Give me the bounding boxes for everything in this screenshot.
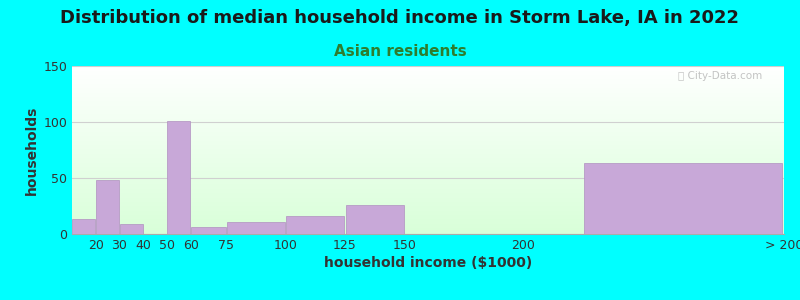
Bar <box>96 180 119 234</box>
Y-axis label: households: households <box>25 105 39 195</box>
Bar <box>346 205 404 234</box>
Bar <box>286 216 344 234</box>
Text: Ⓢ City-Data.com: Ⓢ City-Data.com <box>678 71 762 81</box>
Bar <box>227 222 285 234</box>
Bar <box>167 121 190 234</box>
Text: Asian residents: Asian residents <box>334 44 466 59</box>
Bar <box>584 164 782 234</box>
Bar <box>72 219 95 234</box>
Bar <box>120 224 143 234</box>
X-axis label: household income ($1000): household income ($1000) <box>324 256 532 270</box>
Text: Distribution of median household income in Storm Lake, IA in 2022: Distribution of median household income … <box>61 9 739 27</box>
Bar <box>191 227 226 234</box>
